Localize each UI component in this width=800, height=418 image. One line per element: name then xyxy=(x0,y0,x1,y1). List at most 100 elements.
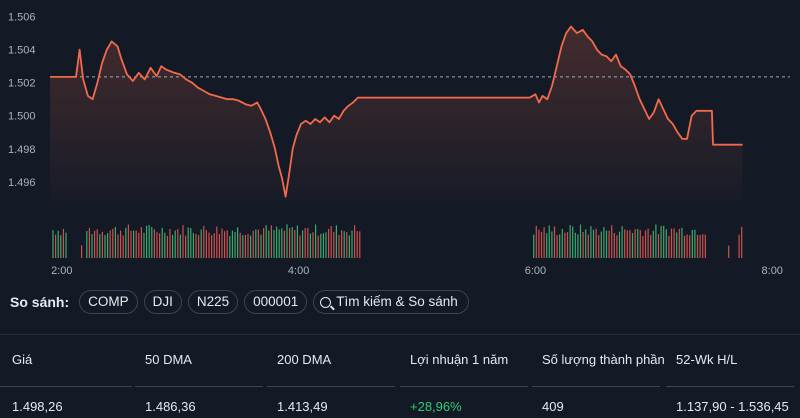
volume-bar xyxy=(629,230,631,258)
stat-value-50dma: 1.486,36 xyxy=(145,399,196,414)
volume-bar xyxy=(205,230,207,258)
volume-bar xyxy=(343,231,345,258)
compare-label: So sánh: xyxy=(10,294,70,310)
volume-bar xyxy=(595,228,597,258)
volume-bar xyxy=(637,229,639,258)
volume-bar xyxy=(52,230,54,258)
volume-bar xyxy=(608,230,610,258)
volume-bar xyxy=(642,236,644,258)
y-tick-label: 1.502 xyxy=(8,78,36,90)
volume-bar xyxy=(356,231,358,258)
volume-bar xyxy=(704,234,706,258)
volume-bar xyxy=(211,235,213,258)
volume-bar xyxy=(99,234,101,258)
volume-bar xyxy=(57,230,59,258)
volume-bar xyxy=(187,227,189,258)
volume-bar xyxy=(665,229,667,258)
volume-bar xyxy=(741,226,743,258)
stats-row: Giá 50 DMA 200 DMA Lợi nhuận 1 năm Số lư… xyxy=(0,350,800,418)
volume-bar xyxy=(166,235,168,258)
volume-bar xyxy=(691,230,693,258)
volume-bar xyxy=(694,229,696,258)
volume-bar xyxy=(348,235,350,258)
compare-chip-000001[interactable]: 000001 xyxy=(244,290,308,314)
volume-bar xyxy=(242,235,244,258)
volume-bar xyxy=(553,226,556,258)
volume-bar xyxy=(618,231,621,258)
volume-bar xyxy=(190,228,192,258)
price-area xyxy=(50,26,743,200)
volume-bar xyxy=(247,233,249,258)
volume-bar xyxy=(689,235,691,258)
volume-bar xyxy=(309,233,311,258)
stat-label: Số lượng thành phần xyxy=(542,352,665,367)
volume-bar xyxy=(624,229,626,258)
volume-bar xyxy=(146,225,148,258)
stat-price: Giá xyxy=(12,350,32,370)
volume-bar xyxy=(263,228,265,258)
volume-bar xyxy=(603,227,605,258)
volume-bar xyxy=(112,228,114,258)
volume-bar xyxy=(702,234,704,258)
volume-bar xyxy=(650,234,652,258)
volume-bar xyxy=(333,231,335,258)
volume-bar xyxy=(88,227,90,258)
volume-bar xyxy=(535,225,537,258)
volume-bar xyxy=(143,232,145,258)
volume-bar xyxy=(359,231,361,258)
volume-bar xyxy=(605,230,608,258)
volume-bar xyxy=(208,232,210,258)
volume-bar xyxy=(226,230,228,258)
search-compare-button[interactable]: Tìm kiếm & So sánh xyxy=(313,290,469,314)
volume-bar xyxy=(572,226,574,258)
volume-bar xyxy=(257,229,259,258)
volume-bar xyxy=(234,231,236,258)
volume-bar xyxy=(125,227,127,258)
compare-chip-n225[interactable]: N225 xyxy=(187,290,239,314)
volume-bar xyxy=(634,229,636,258)
y-tick-label: 1.496 xyxy=(8,177,36,189)
volume-bar xyxy=(728,245,730,258)
volume-bar xyxy=(559,234,561,258)
stat-52wk: 52-Wk H/L xyxy=(676,350,737,370)
volume-bar xyxy=(268,230,270,258)
stat-underline xyxy=(135,386,263,387)
volume-bar xyxy=(590,226,592,258)
volume-bar xyxy=(587,234,589,258)
stat-label: 200 DMA xyxy=(277,352,332,367)
volume-bar xyxy=(286,224,288,258)
volume-bar xyxy=(354,225,356,258)
volume-bar xyxy=(738,234,740,258)
volume-bar xyxy=(156,232,158,258)
volume-bar xyxy=(289,228,291,258)
stat-underline xyxy=(0,386,132,387)
volume-bar xyxy=(55,234,57,258)
stat-underline xyxy=(267,386,395,387)
compare-chip-dji[interactable]: DJI xyxy=(143,290,182,314)
x-tick-label: 6:00 xyxy=(525,265,546,277)
section-divider xyxy=(0,334,800,335)
volume-bar xyxy=(626,230,628,258)
volume-bar xyxy=(582,232,584,258)
volume-bar xyxy=(192,233,194,258)
stat-constituents: Số lượng thành phần xyxy=(542,350,665,370)
stat-label: 52-Wk H/L xyxy=(676,352,738,367)
volume-bar xyxy=(117,234,119,258)
volume-bar xyxy=(133,230,135,258)
volume-bar xyxy=(346,232,348,258)
volume-bar xyxy=(577,234,579,258)
volume-bar xyxy=(556,235,558,258)
price-chart-svg[interactable]: 1.506 1.504 1.502 1.500 1.498 1.496 2:00 4:00 6:… xyxy=(0,0,800,282)
compare-chip-comp[interactable]: COMP xyxy=(79,290,138,314)
volume-bar xyxy=(273,230,275,258)
volume-bar xyxy=(239,232,241,258)
volume-bar xyxy=(237,227,239,258)
stat-1y-return: Lợi nhuận 1 năm xyxy=(410,350,508,370)
volume-bar xyxy=(566,232,569,258)
price-chart[interactable]: 1.506 1.504 1.502 1.500 1.498 1.496 2:00 4:00 6:… xyxy=(0,0,800,282)
volume-bar xyxy=(130,230,132,258)
volume-bar xyxy=(224,231,226,258)
x-tick-label: 8:00 xyxy=(762,265,783,277)
volume-bar xyxy=(683,235,686,258)
volume-bar xyxy=(86,231,88,258)
